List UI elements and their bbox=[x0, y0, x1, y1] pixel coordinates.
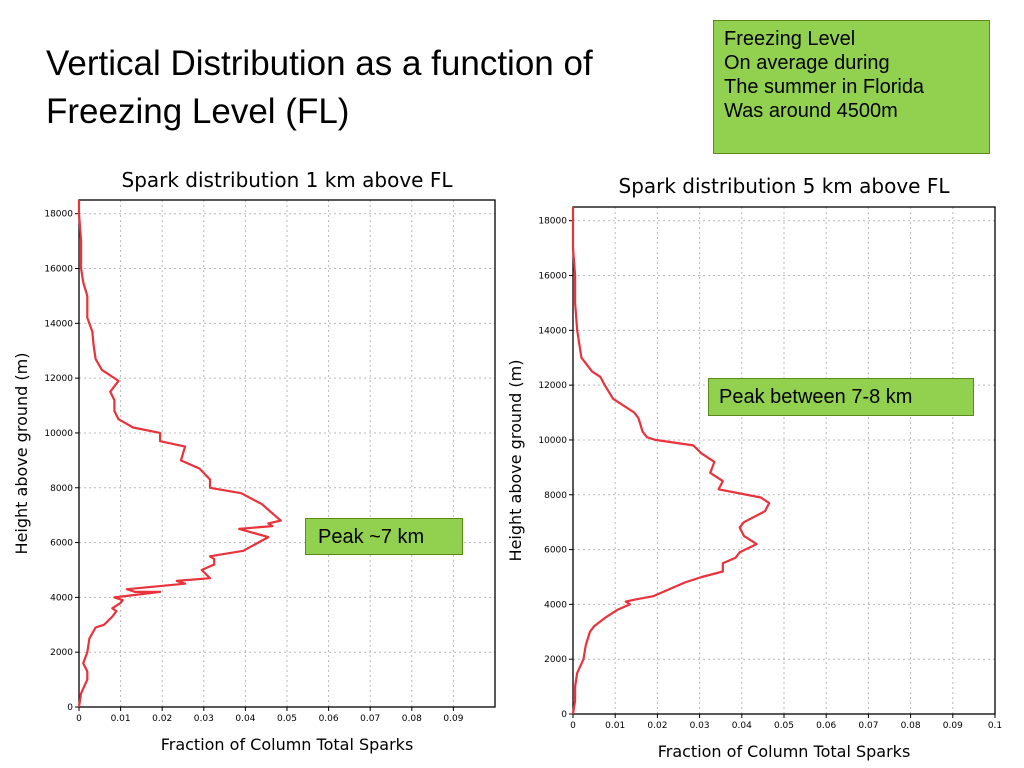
freezing-level-note: Freezing Level On average during The sum… bbox=[713, 20, 990, 154]
chart-1-x-tick-label-6: 0.06 bbox=[319, 714, 339, 724]
chart-1km-above-fl: Spark distribution 1 km above FL 0 0.01 0.0… bbox=[12, 168, 496, 754]
chart-2-y-tick-label-0: 0 bbox=[561, 710, 567, 720]
peak-left-callout: Peak ~7 km bbox=[305, 518, 463, 555]
chart-5km-above-fl: Spark distribution 5 km above FL 0 0.01 0.0… bbox=[506, 174, 1002, 761]
chart-2-x-tick-label-3: 0.03 bbox=[690, 721, 710, 731]
chart-2-title: Spark distribution 5 km above FL bbox=[619, 174, 951, 198]
chart-1-y-tick-label-8: 16000 bbox=[44, 265, 73, 275]
chart-2-x-tick-label-10: 0.1 bbox=[988, 721, 1002, 731]
chart-2-y-tick-label-9: 18000 bbox=[538, 217, 567, 227]
slide-title: Vertical Distribution as a function of F… bbox=[46, 40, 706, 136]
peak-right-callout: Peak between 7-8 km bbox=[708, 378, 974, 416]
chart-1-x-tick-label-0: 0 bbox=[76, 714, 82, 724]
chart-2-x-tick-label-9: 0.09 bbox=[943, 721, 963, 731]
note-line-4: Was around 4500m bbox=[724, 100, 898, 122]
chart-1-y-tick-label-6: 12000 bbox=[44, 374, 73, 384]
chart-2-y-tick-label-7: 14000 bbox=[538, 326, 567, 336]
chart-2-x-tick-label-7: 0.07 bbox=[858, 721, 878, 731]
chart-2-x-tick-label-0: 0 bbox=[570, 721, 576, 731]
chart-1-x-tick-label-4: 0.04 bbox=[235, 714, 255, 724]
chart-2-y-tick-label-2: 4000 bbox=[544, 600, 567, 610]
chart-1-y-tick-label-5: 10000 bbox=[44, 429, 73, 439]
chart-1-y-axis-label: Height above ground (m) bbox=[12, 353, 31, 555]
chart-1-series-line-0 bbox=[77, 200, 282, 708]
chart-2-x-tick-label-1: 0.01 bbox=[605, 721, 625, 731]
note-line-2: On average during bbox=[724, 52, 890, 74]
chart-1-x-tick-label-2: 0.02 bbox=[152, 714, 172, 724]
chart-1-x-tick-label-7: 0.07 bbox=[360, 714, 380, 724]
chart-1-y-tick-label-7: 14000 bbox=[44, 319, 73, 329]
note-line-3: The summer in Florida bbox=[724, 76, 925, 98]
slide-title-line-2: Freezing Level (FL) bbox=[46, 92, 350, 131]
chart-2-x-tick-label-4: 0.04 bbox=[732, 721, 752, 731]
chart-2-series-line-0 bbox=[571, 207, 771, 715]
chart-1-x-tick-label-1: 0.01 bbox=[111, 714, 131, 724]
chart-1-y-tick-label-2: 4000 bbox=[50, 593, 73, 603]
chart-2-x-tick-label-5: 0.05 bbox=[774, 721, 794, 731]
chart-2-x-axis-label: Fraction of Column Total Sparks bbox=[658, 742, 911, 761]
chart-2-x-tick-label-6: 0.06 bbox=[816, 721, 836, 731]
chart-1-x-axis-label: Fraction of Column Total Sparks bbox=[161, 735, 414, 754]
chart-2-y-tick-label-1: 2000 bbox=[544, 655, 567, 665]
chart-1-title: Spark distribution 1 km above FL bbox=[122, 168, 454, 192]
chart-2-y-tick-label-4: 8000 bbox=[544, 491, 567, 501]
slide-title-line-1: Vertical Distribution as a function of bbox=[46, 44, 593, 83]
chart-1-y-tick-label-3: 6000 bbox=[50, 539, 73, 549]
chart-1-x-tick-label-8: 0.08 bbox=[402, 714, 422, 724]
chart-2-y-tick-label-5: 10000 bbox=[538, 436, 567, 446]
chart-1-y-tick-label-0: 0 bbox=[67, 703, 73, 713]
chart-1-y-tick-label-4: 8000 bbox=[50, 484, 73, 494]
chart-1-x-tick-label-9: 0.09 bbox=[443, 714, 463, 724]
chart-2-x-tick-label-8: 0.08 bbox=[901, 721, 921, 731]
note-line-1: Freezing Level bbox=[724, 28, 856, 50]
chart-1-x-tick-label-3: 0.03 bbox=[194, 714, 214, 724]
chart-1-x-tick-label-5: 0.05 bbox=[277, 714, 297, 724]
chart-1-y-tick-label-1: 2000 bbox=[50, 648, 73, 658]
chart-2-x-tick-label-2: 0.02 bbox=[647, 721, 667, 731]
chart-2-y-axis-label: Height above ground (m) bbox=[506, 360, 525, 562]
chart-1-y-tick-label-9: 18000 bbox=[44, 210, 73, 220]
chart-2-y-tick-label-8: 16000 bbox=[538, 272, 567, 282]
chart-2-y-tick-label-6: 12000 bbox=[538, 381, 567, 391]
chart-2-y-tick-label-3: 6000 bbox=[544, 546, 567, 556]
